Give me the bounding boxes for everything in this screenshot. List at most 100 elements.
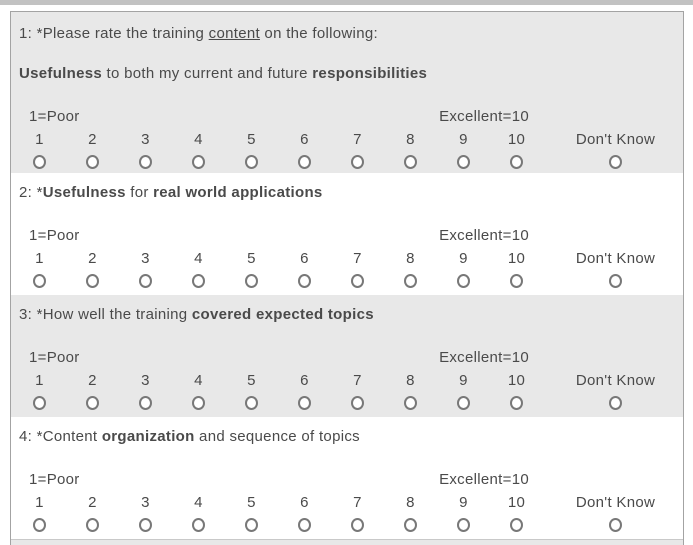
radio-q1-8[interactable]	[404, 155, 417, 170]
dont-know-label: Don't Know	[575, 372, 656, 389]
radio-q4-4[interactable]	[192, 518, 205, 533]
scale-radio-cell	[543, 393, 683, 412]
scale-radio-cell	[543, 271, 683, 290]
radio-q4-8[interactable]	[404, 518, 417, 533]
scale-option-label: 1	[35, 494, 44, 511]
radio-q3-2[interactable]	[86, 396, 99, 411]
question-text-segment: and sequence of topics	[194, 428, 360, 445]
radio-q2-9[interactable]	[457, 274, 470, 289]
radio-q4-3[interactable]	[139, 518, 152, 533]
scale-option-label: 5	[247, 131, 256, 148]
radio-q1-2[interactable]	[86, 155, 99, 170]
scale-radio-cell	[13, 515, 66, 534]
scale-radio-cell	[66, 152, 119, 171]
scale-radio-cell	[384, 271, 437, 290]
scale-anchor-labels: 1=Poor Excellent=10	[13, 107, 543, 126]
scale-option-label: 6	[300, 131, 309, 148]
radio-q4-9[interactable]	[457, 518, 470, 533]
radio-q3-9[interactable]	[457, 396, 470, 411]
radio-q3-10[interactable]	[510, 396, 523, 411]
dont-know-label: Don't Know	[575, 494, 656, 511]
question-row: 2: *Usefulness for real world applicatio…	[11, 173, 683, 295]
scale-radios	[13, 152, 675, 171]
scale-low-label: 1=Poor	[29, 108, 80, 125]
scale-option-label: 4	[194, 494, 203, 511]
scale-anchor-labels: 1=Poor Excellent=10	[13, 226, 543, 245]
question-text-bold: Usefulness	[42, 184, 126, 201]
radio-q3-1[interactable]	[33, 396, 46, 411]
scale-radio-cell	[172, 152, 225, 171]
radio-q3-6[interactable]	[298, 396, 311, 411]
radio-q2-2[interactable]	[86, 274, 99, 289]
radio-q4-6[interactable]	[298, 518, 311, 533]
radio-q3-3[interactable]	[139, 396, 152, 411]
radio-q4-2[interactable]	[86, 518, 99, 533]
radio-q1-6[interactable]	[298, 155, 311, 170]
radio-q1-3[interactable]	[139, 155, 152, 170]
radio-q2-5[interactable]	[245, 274, 258, 289]
question-text-segment: 3: *How well the training	[19, 306, 192, 323]
question-text-segment: on the following:	[259, 25, 378, 42]
radio-q1-9[interactable]	[457, 155, 470, 170]
radio-q3-4[interactable]	[192, 396, 205, 411]
scale-option-label: 9	[459, 372, 468, 389]
question-text-bold: real world applications	[153, 184, 323, 201]
question-text-segment: 1: *Please rate the training	[19, 25, 209, 42]
question-text: Usefulness to both my current and future…	[19, 64, 675, 83]
scale-option-label: 5	[247, 250, 256, 267]
radio-q2-dont-know[interactable]	[609, 274, 622, 289]
scale-option-label: 9	[459, 494, 468, 511]
radio-q1-10[interactable]	[510, 155, 523, 170]
radio-q3-8[interactable]	[404, 396, 417, 411]
radio-q2-7[interactable]	[351, 274, 364, 289]
scale-numbers: 1 2 3 4 5 6 7 8 9 10 Don't Know	[13, 371, 675, 390]
question-row-partial	[11, 539, 683, 545]
scale-option-label: 8	[406, 131, 415, 148]
scale-radio-cell	[384, 393, 437, 412]
scale-low-label: 1=Poor	[29, 227, 80, 244]
radio-q2-3[interactable]	[139, 274, 152, 289]
radio-q1-4[interactable]	[192, 155, 205, 170]
radio-q4-10[interactable]	[510, 518, 523, 533]
scale-option-label: 2	[88, 494, 97, 511]
radio-q1-7[interactable]	[351, 155, 364, 170]
radio-q3-dont-know[interactable]	[609, 396, 622, 411]
scale-radio-cell	[278, 271, 331, 290]
scale-radios	[13, 515, 675, 534]
scale-radio-cell	[119, 515, 172, 534]
scale-radio-cell	[543, 515, 683, 534]
radio-q4-5[interactable]	[245, 518, 258, 533]
scale-option-label: 7	[353, 494, 362, 511]
question-text-bold: organization	[101, 428, 195, 445]
scale-radio-cell	[13, 393, 66, 412]
radio-q1-dont-know[interactable]	[609, 155, 622, 170]
radio-q3-7[interactable]	[351, 396, 364, 411]
radio-q4-1[interactable]	[33, 518, 46, 533]
radio-q2-6[interactable]	[298, 274, 311, 289]
scale-numbers: 1 2 3 4 5 6 7 8 9 10 Don't Know	[13, 493, 675, 512]
scale-option-label: 7	[353, 131, 362, 148]
rating-scale: 1=Poor Excellent=10 1 2 3 4 5 6 7 8 9 10 Don't Kno…	[13, 107, 675, 171]
scale-radios	[13, 393, 675, 412]
scale-option-label: 1	[35, 131, 44, 148]
radio-q2-1[interactable]	[33, 274, 46, 289]
radio-q1-5[interactable]	[245, 155, 258, 170]
radio-q4-dont-know[interactable]	[609, 518, 622, 533]
radio-q2-10[interactable]	[510, 274, 523, 289]
scale-radio-cell	[437, 271, 490, 290]
radio-q4-7[interactable]	[351, 518, 364, 533]
question-text-segment: 2: *	[19, 184, 43, 201]
scale-option-label: 9	[459, 131, 468, 148]
scale-anchor-labels: 1=Poor Excellent=10	[13, 470, 543, 489]
radio-q3-5[interactable]	[245, 396, 258, 411]
scale-radios	[13, 271, 675, 290]
scale-radio-cell	[437, 393, 490, 412]
scale-option-label: 10	[507, 372, 526, 389]
radio-q2-4[interactable]	[192, 274, 205, 289]
radio-q2-8[interactable]	[404, 274, 417, 289]
scale-option-label: 6	[300, 494, 309, 511]
radio-q1-1[interactable]	[33, 155, 46, 170]
scale-radio-cell	[13, 152, 66, 171]
question-text-bold: Usefulness	[19, 65, 103, 82]
scale-option-label: 10	[507, 494, 526, 511]
